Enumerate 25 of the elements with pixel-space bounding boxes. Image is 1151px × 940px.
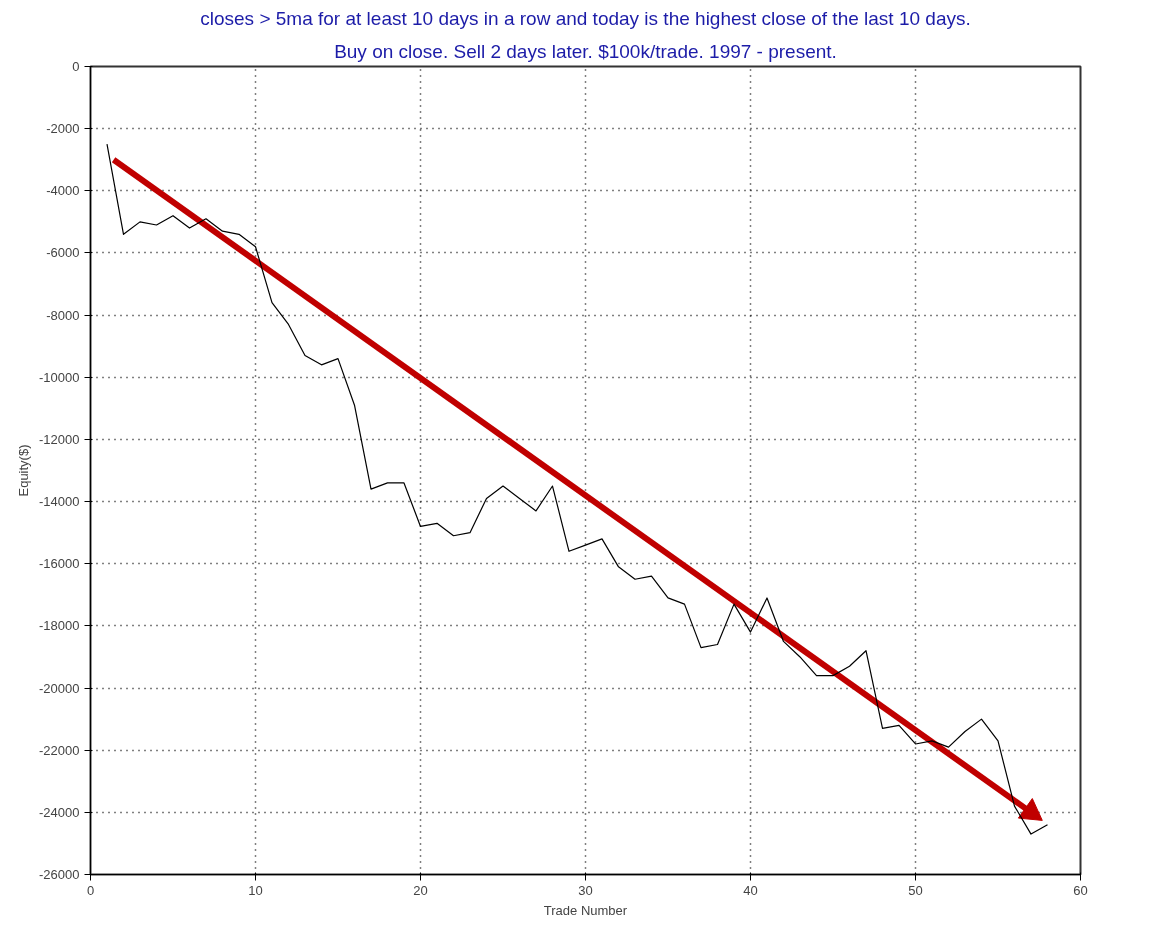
y-tick-label: -16000	[39, 556, 80, 572]
x-tick-label: 10	[248, 882, 263, 898]
x-tick-label: 40	[743, 882, 758, 898]
y-tick-label: -18000	[39, 618, 80, 634]
x-tick-label: 0	[86, 882, 95, 898]
y-tick-label: -20000	[39, 680, 80, 696]
y-axis-title: Equity($)	[16, 444, 32, 497]
y-tick-label: -12000	[39, 431, 80, 447]
chart-subtitle: Buy on close. Sell 2 days later. $100k/trade. 1997 - present.	[334, 40, 837, 62]
x-tick-label: 30	[578, 882, 593, 898]
x-tick-label: 50	[908, 882, 923, 898]
y-tick-label: -8000	[46, 307, 80, 323]
y-tick-label: 0	[72, 59, 80, 74]
y-tick-label: -6000	[46, 245, 80, 261]
y-tick-label: -26000	[39, 867, 80, 882]
x-tick-label: 20	[413, 882, 428, 898]
y-tick-label: -14000	[39, 494, 80, 510]
y-tick-label: -10000	[39, 369, 80, 385]
x-axis-title: Trade Number	[543, 902, 628, 918]
x-tick-label: 60	[1073, 882, 1088, 898]
y-tick-label: -4000	[46, 183, 80, 199]
y-tick-label: -2000	[46, 121, 80, 137]
y-tick-label: -24000	[39, 804, 80, 820]
y-tick-label: -22000	[39, 742, 80, 758]
chart-title: closes > 5ma for at least 10 days in a row and today is the highest close of the last 10 days.	[200, 7, 971, 29]
